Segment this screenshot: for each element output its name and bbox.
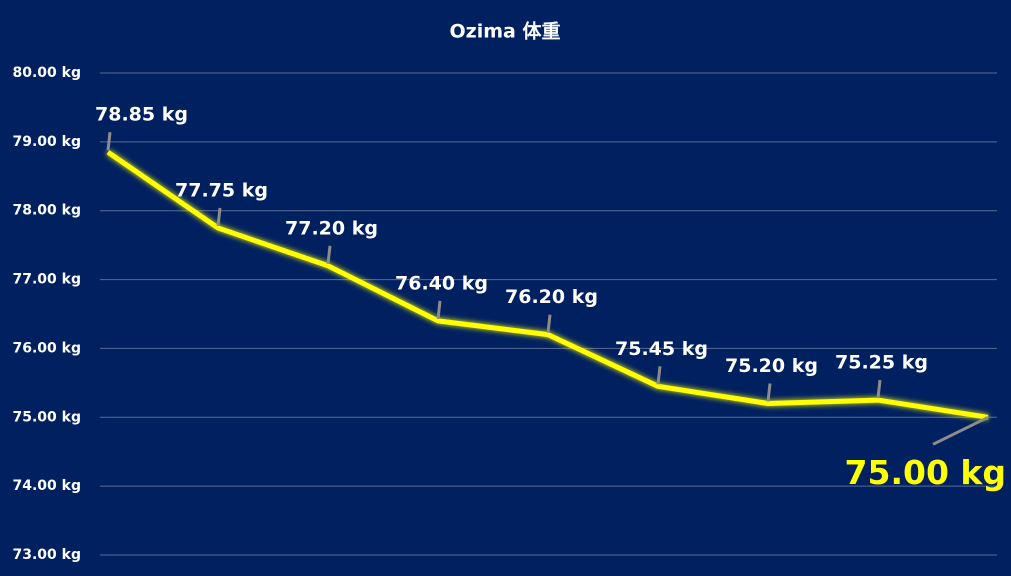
data-label: 77.75 kg xyxy=(175,179,268,201)
y-tick-label: 75.00 kg xyxy=(13,409,82,425)
y-tick-label: 79.00 kg xyxy=(13,134,82,150)
leader-line xyxy=(932,415,989,446)
leader-line xyxy=(766,383,772,402)
data-label: 75.20 kg xyxy=(725,355,818,377)
leader-line xyxy=(436,300,442,320)
data-label: 77.20 kg xyxy=(285,217,378,239)
y-tick-label: 73.00 kg xyxy=(13,547,82,563)
leader-line xyxy=(656,366,662,385)
data-line xyxy=(106,150,989,420)
y-tick-label: 74.00 kg xyxy=(13,478,82,494)
chart-title: Ozima 体重 xyxy=(450,20,561,43)
data-label: 75.25 kg xyxy=(835,352,928,374)
data-label: 76.40 kg xyxy=(395,272,488,294)
data-label: 75.00 kg xyxy=(845,453,1006,492)
y-tick-label: 78.00 kg xyxy=(13,203,82,219)
leader-line xyxy=(216,207,222,227)
leader-line xyxy=(546,314,552,333)
data-label: 76.20 kg xyxy=(505,286,598,308)
y-tick-label: 80.00 kg xyxy=(13,65,82,81)
leader-line xyxy=(106,132,112,151)
data-label: 78.85 kg xyxy=(95,104,188,126)
data-label: 75.45 kg xyxy=(615,338,708,360)
y-tick-label: 77.00 kg xyxy=(13,272,82,288)
leader-line xyxy=(876,379,882,399)
y-tick-label: 76.00 kg xyxy=(13,340,82,356)
leader-line xyxy=(326,245,332,264)
